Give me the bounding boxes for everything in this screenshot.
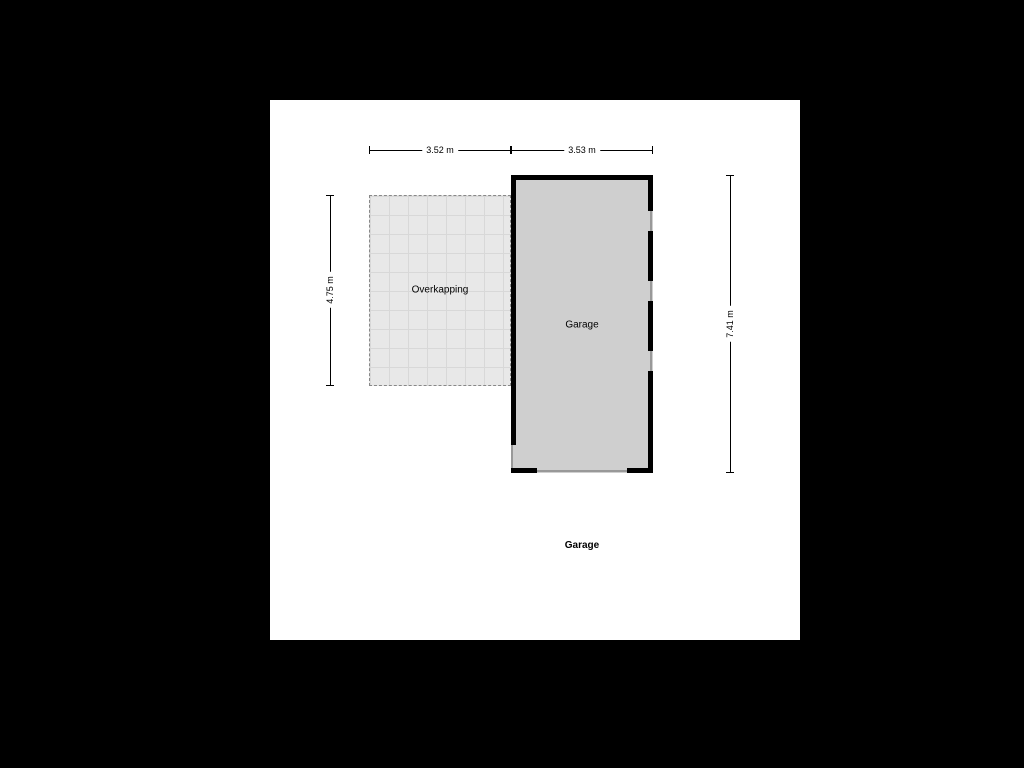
garage-window-3 [650, 351, 652, 371]
garage-wall-bottom-right [627, 468, 653, 473]
dim-top-left-label: 3.52 m [422, 145, 458, 155]
dim-top-right-label: 3.53 m [564, 145, 600, 155]
garage-wall-right-1 [648, 175, 653, 211]
garage-wall-right-4 [648, 371, 653, 473]
garage-wall-right-2 [648, 231, 653, 281]
dim-right-label: 7.41 m [725, 306, 735, 342]
garage-door [537, 470, 627, 472]
garage-wall-right-3 [648, 301, 653, 351]
room-garage-label: Garage [565, 320, 598, 331]
floorplan-caption: Garage [565, 540, 599, 551]
dim-top-right-tick-l [511, 146, 512, 154]
garage-wall-left-upper [511, 175, 516, 445]
dim-right-tick-t [726, 175, 734, 176]
floorplan-canvas: Overkapping Garage 3.52 m 3.53 m 4.75 m … [0, 0, 1024, 768]
dim-left-tick-b [326, 385, 334, 386]
garage-window-1 [650, 211, 652, 231]
garage-wall-top [511, 175, 653, 180]
dim-top-left-tick-l [369, 146, 370, 154]
dim-top-right-tick-r [652, 146, 653, 154]
dim-right-tick-b [726, 472, 734, 473]
room-overkapping-label: Overkapping [412, 285, 469, 296]
dim-left-label: 4.75 m [325, 272, 335, 308]
garage-window-2 [650, 281, 652, 301]
garage-wall-bottom-left [511, 468, 537, 473]
dim-left-tick-t [326, 195, 334, 196]
garage-side-door [511, 445, 513, 469]
